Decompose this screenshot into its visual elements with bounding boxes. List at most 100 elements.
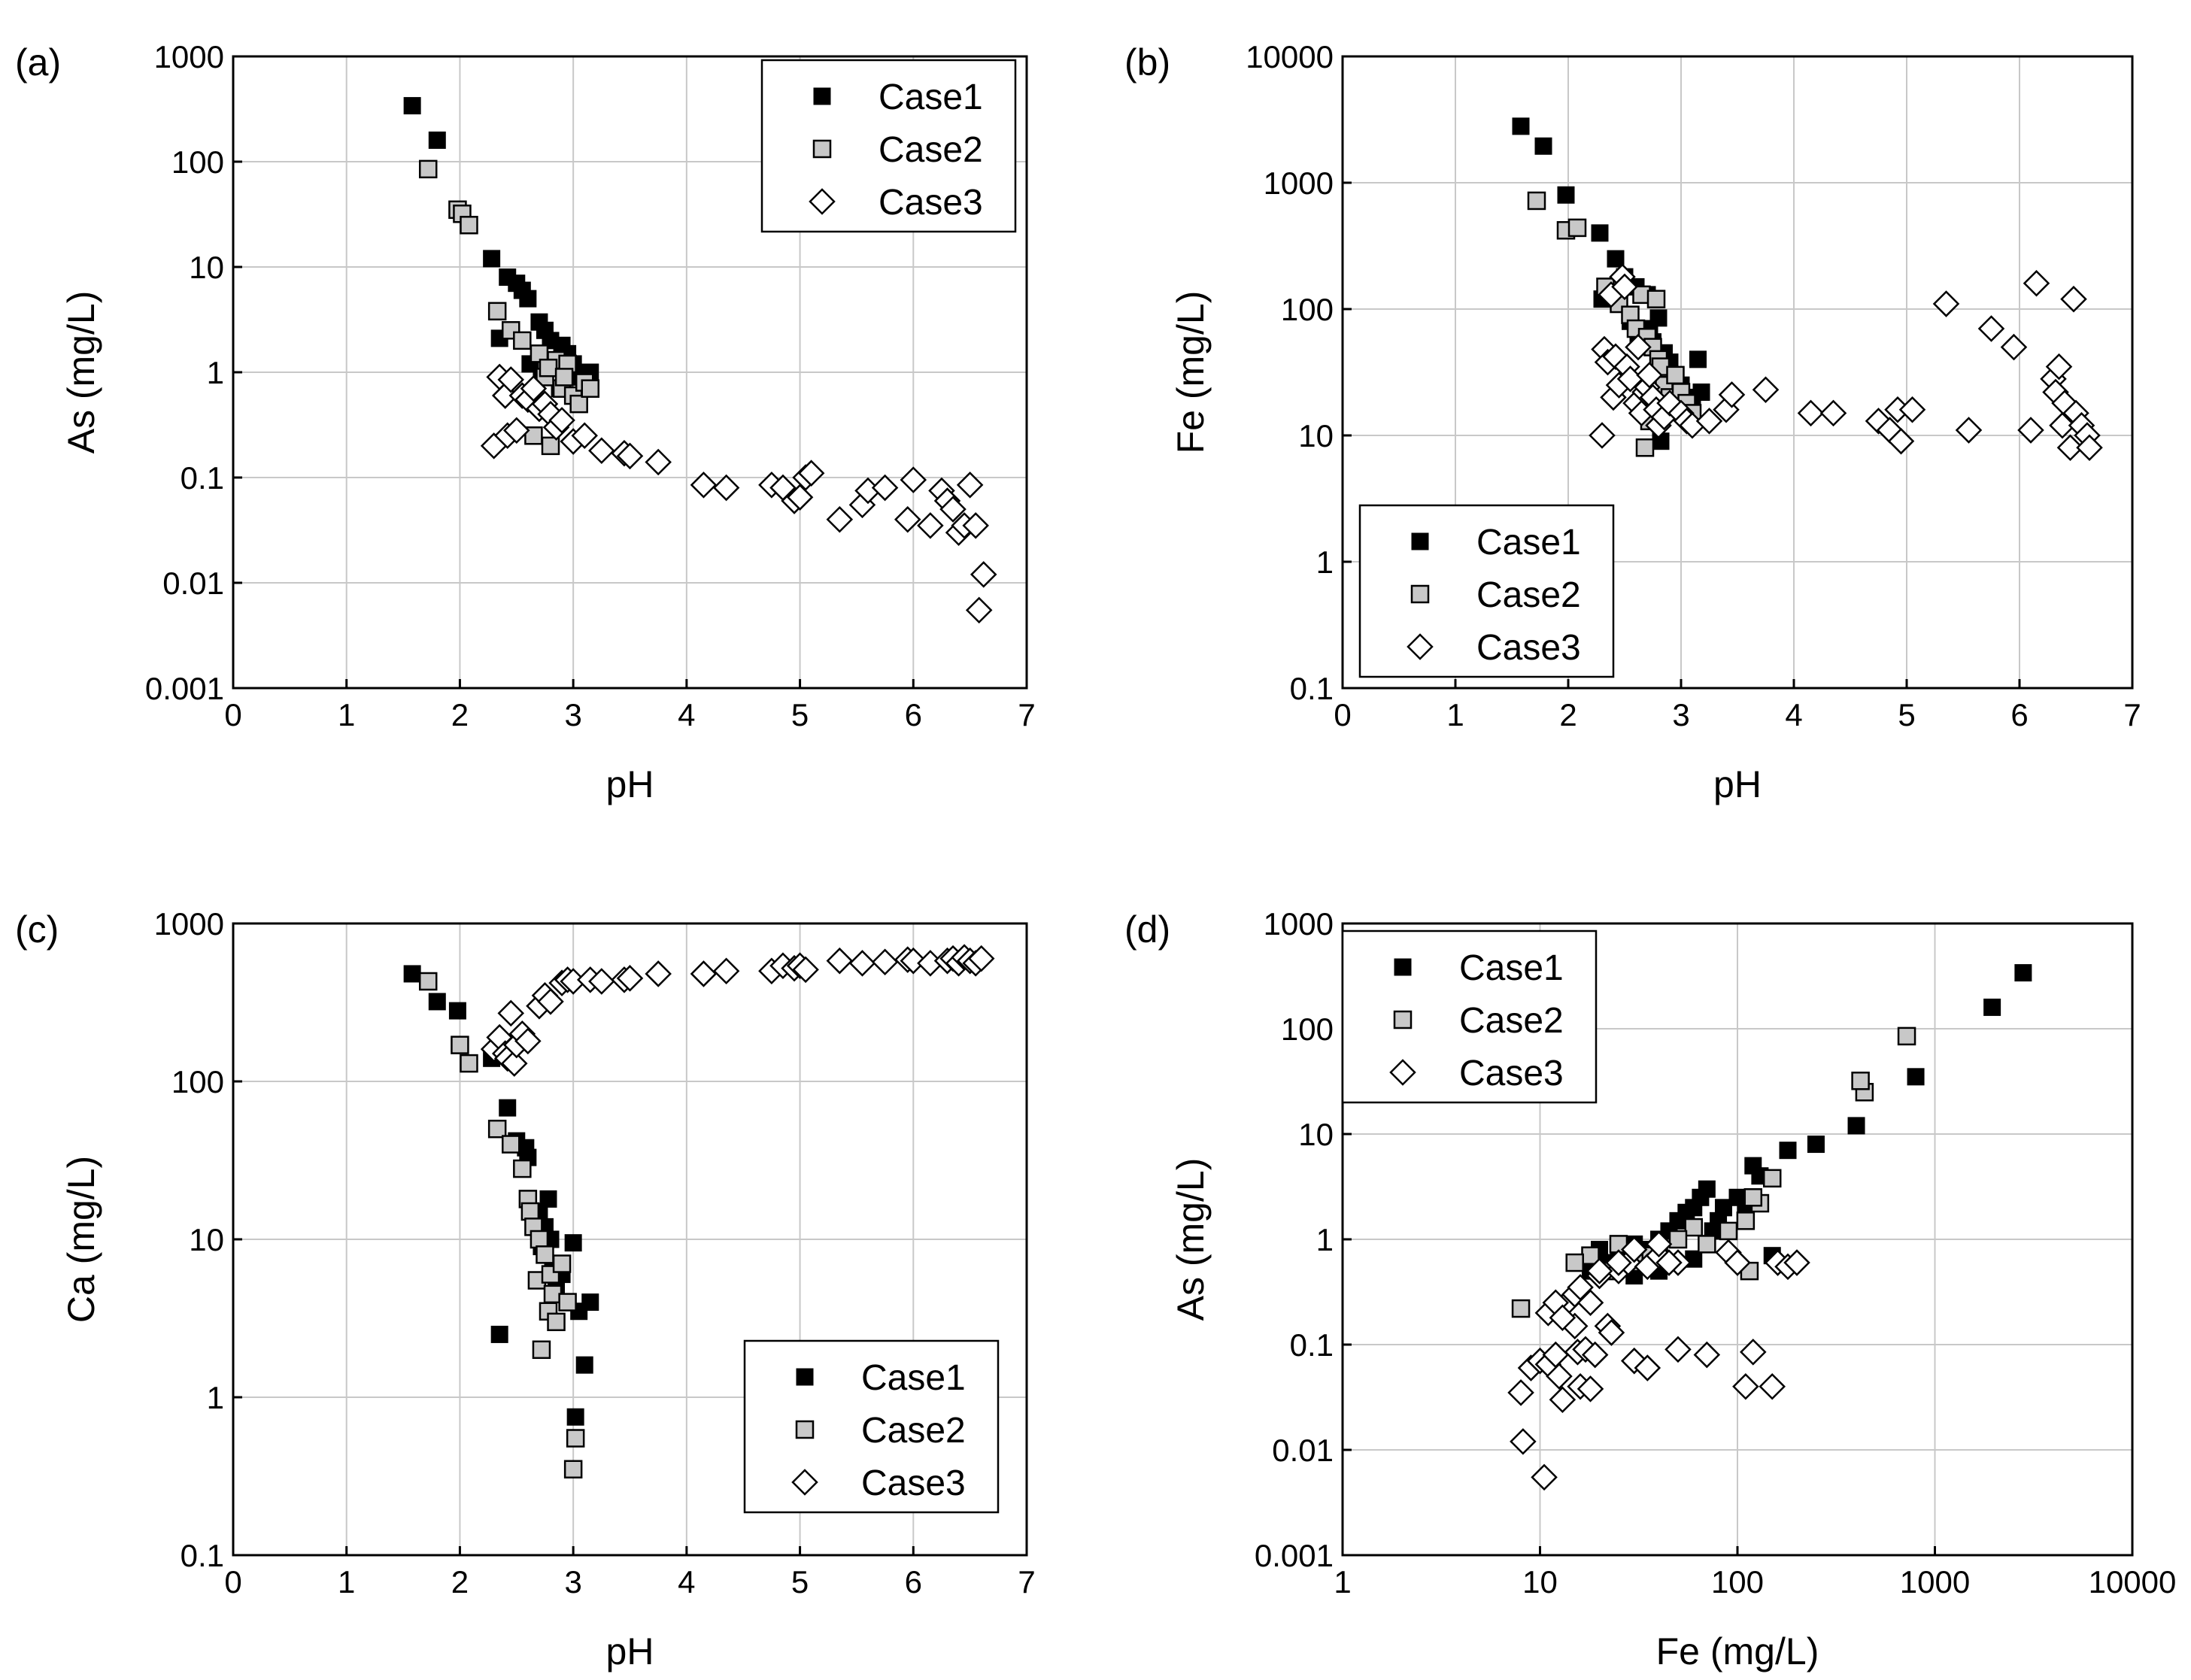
data-point-case2 (1511, 1299, 1531, 1318)
x-tick-label: 5 (791, 697, 809, 732)
x-tick-label: 3 (564, 1564, 581, 1600)
data-point-case2 (539, 358, 558, 378)
data-point-case3 (939, 496, 967, 523)
legend-label: Case3 (1459, 1054, 1564, 1093)
legend-marker-case3 (791, 1469, 818, 1496)
legend-marker-case2 (1393, 1010, 1413, 1030)
data-point-case3 (2017, 417, 2044, 444)
data-point-case2 (487, 1119, 507, 1139)
data-point-case3 (1620, 1236, 1648, 1263)
y-tick-label: 0.001 (145, 671, 224, 706)
data-point-case2 (1719, 1221, 1738, 1241)
y-tick-label: 1000 (1264, 906, 1334, 942)
data-point-case1 (428, 131, 446, 149)
data-point-case3 (1865, 408, 1892, 435)
data-point-case3 (2049, 411, 2076, 439)
data-point-case3 (501, 1050, 528, 1077)
data-point-case3 (1549, 1386, 1576, 1413)
plot-frame (1341, 922, 2134, 1557)
data-point-case3 (1732, 1372, 1759, 1400)
x-axis-label: pH (606, 763, 654, 805)
data-point-case3 (548, 407, 575, 434)
data-point-case3 (965, 596, 993, 624)
data-point-case1 (575, 1356, 593, 1374)
legend: Case1 Case2 Case3 (1358, 504, 1615, 678)
data-point-case3 (1586, 1257, 1613, 1284)
data-point-case3 (1625, 333, 1652, 361)
plot-frame (1341, 55, 2134, 690)
data-point-case1 (428, 993, 446, 1011)
data-point-case1 (490, 1325, 508, 1343)
x-tick-label: 6 (2010, 697, 2028, 732)
data-point-case2 (1684, 1218, 1704, 1237)
data-point-case3 (1740, 1339, 1767, 1366)
data-point-case2 (1762, 1169, 1782, 1188)
data-point-case2 (513, 1159, 532, 1178)
data-point-case1 (539, 1190, 557, 1208)
data-point-case3 (900, 947, 927, 975)
legend-label: Case2 (861, 1411, 966, 1451)
data-point-case2 (530, 1230, 549, 1249)
y-tick-label: 0.01 (162, 566, 224, 601)
data-points (1512, 117, 2103, 462)
x-axis-label: pH (606, 1630, 654, 1672)
data-point-case3 (1797, 399, 1825, 427)
data-point-case2 (1736, 1211, 1756, 1230)
x-tick-label: 1000 (1900, 1564, 1970, 1600)
data-point-case2 (1698, 1235, 1716, 1254)
data-point-case3 (1955, 417, 1983, 444)
x-tick-label: 3 (1672, 697, 1689, 732)
x-tick-label: 7 (1018, 1564, 1035, 1600)
data-point-case3 (786, 484, 814, 511)
y-tick-label: 100 (171, 144, 224, 180)
y-tick-label: 100 (1281, 292, 1334, 327)
data-point-case3 (1783, 1249, 1810, 1276)
data-point-case2 (1743, 1188, 1763, 1207)
data-point-case3 (1819, 399, 1847, 427)
data-point-case2 (552, 1254, 572, 1273)
y-tick-label: 0.01 (1272, 1433, 1334, 1468)
data-point-case2 (532, 1340, 551, 1360)
data-point-case3 (1724, 1249, 1751, 1276)
data-point-case3 (1752, 376, 1780, 403)
data-point-case3 (1664, 1336, 1692, 1363)
x-tick-label: 4 (678, 697, 695, 732)
data-point-case2 (1565, 1253, 1584, 1272)
data-point-case3 (497, 366, 525, 393)
legend-label: Case2 (1476, 575, 1581, 615)
legend-label: Case1 (1476, 523, 1581, 563)
y-tick-label: 1000 (154, 906, 224, 942)
data-point-case3 (956, 472, 984, 499)
data-point-case2 (569, 394, 588, 414)
data-point-case2 (566, 1429, 585, 1448)
legend-box (1341, 929, 1598, 1104)
data-point-case3 (1887, 427, 1915, 455)
legend: Case1 Case2 Case3 (743, 1339, 1000, 1514)
data-point-case3 (514, 1027, 542, 1055)
data-point-case3 (797, 459, 825, 487)
y-axis-label: As (mg/L) (1170, 1158, 1212, 1321)
data-point-case2 (563, 1460, 583, 1478)
legend-marker-case3 (1389, 1059, 1416, 1086)
data-point-case3 (1898, 396, 1926, 423)
data-point-case2 (487, 302, 507, 321)
data-point-case3 (848, 950, 876, 977)
panel-a: 0 1 2 3 4 5 6 7 0.001 0.01 0.1 1 10 100 1000 pH As (mg/L… (15, 39, 1036, 805)
data-point-case3 (645, 448, 672, 476)
y-tick-label: 1 (207, 355, 224, 390)
y-tick-label: 100 (1281, 1011, 1334, 1047)
data-point-case3 (690, 960, 718, 987)
data-point-case3 (1636, 362, 1663, 389)
data-point-case3 (1507, 1379, 1534, 1406)
data-points (403, 944, 995, 1478)
plot-frame (232, 922, 1028, 1557)
data-point-case1 (1557, 186, 1575, 204)
data-point-case3 (1645, 1230, 1673, 1258)
data-point-case2 (1567, 218, 1587, 238)
data-point-case3 (1589, 422, 1616, 449)
x-tick-label: 1 (338, 1564, 355, 1600)
data-point-case3 (2000, 333, 2028, 361)
data-point-case3 (588, 968, 615, 995)
data-point-case3 (894, 505, 921, 533)
